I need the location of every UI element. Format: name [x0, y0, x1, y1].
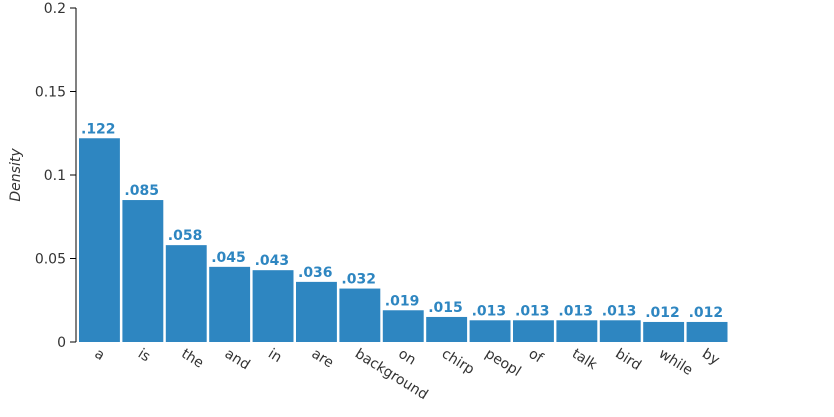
x-tick-label: bird	[612, 346, 644, 374]
x-tick-label: and	[222, 346, 253, 374]
x-tick-label: the	[178, 346, 206, 372]
bar	[165, 245, 207, 342]
y-tick-label: 0	[57, 335, 66, 351]
bar	[79, 138, 120, 342]
bar	[643, 321, 685, 342]
bar	[382, 310, 424, 342]
x-tick-label: in	[265, 346, 284, 366]
value-label: .043	[255, 253, 290, 269]
bar	[426, 316, 468, 342]
value-label: .013	[602, 303, 637, 319]
x-tick-label: by	[699, 346, 722, 369]
y-tick-label: 0.2	[44, 1, 66, 17]
bar	[599, 320, 641, 342]
y-tick-label: 0.15	[35, 85, 66, 101]
value-label: .058	[168, 228, 203, 244]
y-tick-label: 0.1	[44, 168, 66, 184]
bar	[252, 270, 294, 342]
value-label: .045	[211, 250, 246, 266]
value-label: .085	[124, 183, 159, 199]
y-axis-label: Density	[8, 148, 24, 202]
bar	[686, 321, 728, 342]
x-tick-label: on	[395, 346, 418, 369]
value-label: .013	[515, 303, 550, 319]
value-label: .013	[472, 303, 507, 319]
value-label: .012	[645, 305, 680, 321]
bar	[469, 320, 511, 342]
x-tick-label: while	[656, 346, 696, 379]
value-label: .015	[428, 300, 463, 316]
value-label: .032	[341, 272, 376, 288]
x-tick-label: of	[526, 346, 547, 367]
bar	[556, 320, 598, 342]
x-tick-label: peopl	[482, 346, 523, 380]
bar	[209, 266, 251, 342]
x-tick-label: talk	[569, 346, 600, 374]
bar	[296, 281, 337, 342]
x-tick-label: chirp	[439, 346, 477, 378]
bar	[339, 288, 381, 342]
bar	[122, 200, 164, 342]
value-label: .013	[558, 303, 593, 319]
y-tick-label: 0.05	[35, 252, 66, 268]
value-label: .019	[385, 293, 420, 309]
value-label: .036	[298, 265, 333, 281]
x-tick-label: a	[92, 346, 108, 364]
value-label: .122	[81, 121, 116, 137]
bar	[513, 320, 554, 342]
value-label: .012	[689, 305, 724, 321]
x-tick-label: are	[309, 346, 337, 372]
x-tick-label: is	[135, 346, 153, 365]
